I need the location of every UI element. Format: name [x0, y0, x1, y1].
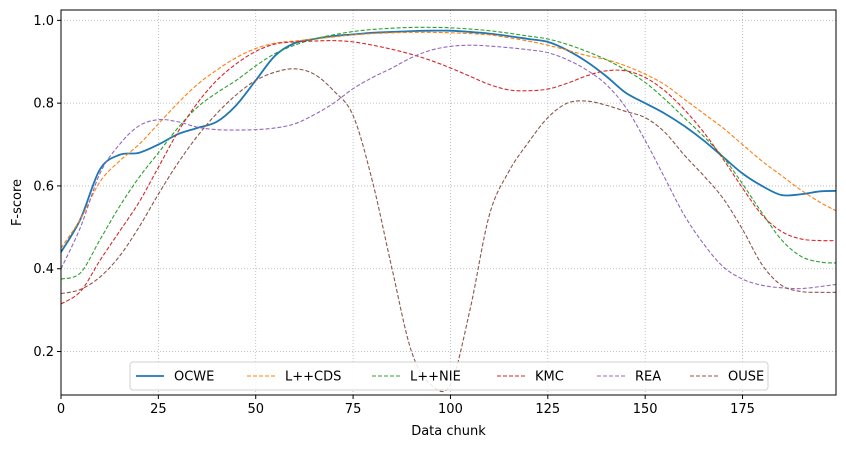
- x-tick-label: 150: [633, 402, 658, 417]
- y-axis-label: F-score: [10, 179, 25, 226]
- plot-frame: [60, 9, 837, 396]
- x-tick-label: 75: [345, 402, 362, 417]
- series-line-l-nie: [61, 26, 836, 280]
- legend-label-l-cds: L++CDS: [285, 370, 341, 385]
- legend-label-kmc: KMC: [535, 370, 564, 385]
- x-tick-label: 125: [535, 402, 560, 417]
- x-tick-label: 175: [730, 402, 755, 417]
- legend: OCWE L++CDS L++NIE KMC REA OUSE: [129, 361, 769, 391]
- y-tick-label: 0.6: [33, 179, 54, 194]
- legend-box: [129, 361, 769, 391]
- series-line-l-cds: [61, 31, 836, 249]
- y-tick-label: 0.2: [33, 345, 54, 360]
- legend-label-l-nie: L++NIE: [410, 370, 461, 385]
- x-axis-label: Data chunk: [411, 424, 486, 439]
- series-line-ocwe: [61, 29, 836, 253]
- plot-lines: [61, 26, 836, 393]
- legend-label-ouse: OUSE: [728, 370, 764, 385]
- y-tick-label: 1.0: [33, 14, 54, 29]
- y-tick-label: 0.4: [33, 262, 54, 277]
- x-tick-label: 50: [247, 402, 264, 417]
- series-line-kmc: [61, 40, 836, 305]
- y-tick-label: 0.8: [33, 97, 54, 112]
- x-tick-label: 0: [57, 402, 65, 417]
- x-tick-label: 25: [150, 402, 167, 417]
- axis-ticks: 0 25 50 75 100 125 150 175 0.2 0.4 0.6 0.8 1.0: [33, 14, 755, 417]
- series-line-rea: [61, 44, 836, 290]
- x-tick-label: 100: [438, 402, 463, 417]
- legend-label-ocwe: OCWE: [174, 370, 214, 385]
- legend-label-rea: REA: [635, 370, 661, 385]
